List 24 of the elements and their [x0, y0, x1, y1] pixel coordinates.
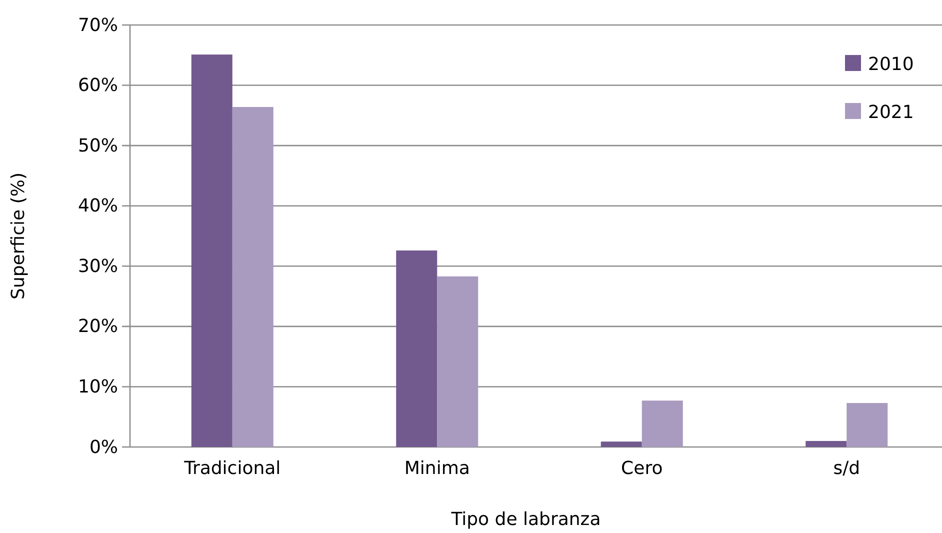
x-tick-label: s/d: [833, 458, 860, 479]
bar: [846, 402, 888, 447]
y-tick-label: 10%: [78, 376, 118, 398]
legend-label: 2010: [868, 54, 914, 75]
bar: [191, 54, 232, 447]
bar: [642, 400, 683, 447]
bar: [232, 106, 274, 447]
y-tick-label: 50%: [78, 135, 118, 156]
x-axis-title: Tipo de labranza: [450, 509, 601, 530]
y-tick-label: 30%: [78, 256, 118, 277]
legend-label: 2021: [868, 102, 914, 123]
y-tick-label: 20%: [78, 316, 118, 338]
x-tick-label: Cero: [621, 458, 663, 479]
bar: [600, 442, 642, 447]
y-axis-title: Superficie (%): [8, 172, 29, 300]
y-tick-label: 60%: [78, 75, 118, 96]
x-tick-label: Tradicional: [183, 458, 281, 479]
bar: [437, 276, 478, 447]
x-tick-label: Minima: [404, 458, 470, 479]
bar: [396, 250, 438, 447]
y-tick-label: 70%: [78, 14, 118, 36]
bar: [806, 440, 847, 447]
y-tick-label: 40%: [78, 196, 118, 217]
y-tick-label: 0%: [89, 436, 118, 458]
